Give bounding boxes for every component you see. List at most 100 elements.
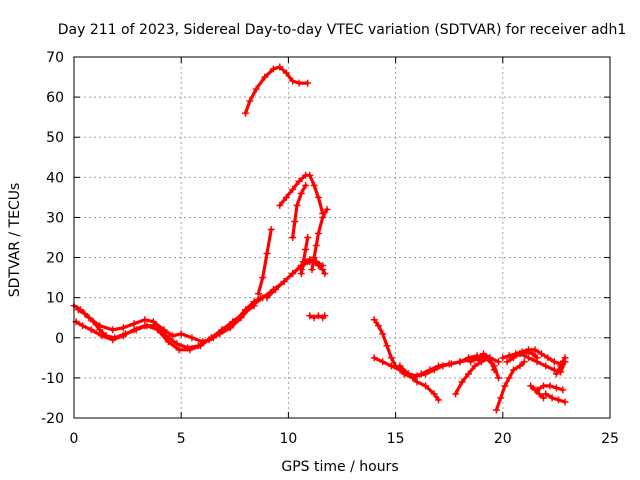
data-point bbox=[304, 234, 312, 241]
data-point bbox=[310, 181, 318, 189]
data-point bbox=[295, 79, 303, 87]
data-point bbox=[229, 318, 237, 326]
data-point bbox=[510, 366, 517, 374]
data-point bbox=[314, 193, 322, 201]
data-point bbox=[492, 406, 500, 414]
data-point bbox=[387, 354, 395, 362]
data-point bbox=[321, 312, 329, 320]
data-point bbox=[289, 270, 297, 278]
data-point bbox=[546, 382, 554, 390]
data-point bbox=[486, 354, 494, 362]
data-point bbox=[413, 372, 421, 380]
data-point bbox=[495, 374, 502, 382]
y-tick-label: 50 bbox=[46, 130, 64, 146]
data-point bbox=[259, 274, 267, 282]
data-point bbox=[289, 234, 297, 241]
data-point bbox=[529, 350, 537, 358]
data-point bbox=[505, 352, 513, 360]
data-point bbox=[531, 346, 539, 354]
series-arc-g bbox=[289, 181, 310, 241]
data-point bbox=[89, 318, 97, 326]
data-point bbox=[154, 326, 162, 334]
y-tick-label: 20 bbox=[46, 251, 64, 267]
data-point bbox=[550, 366, 558, 374]
data-point bbox=[422, 382, 430, 390]
data-point bbox=[263, 294, 271, 302]
data-point bbox=[435, 396, 442, 404]
data-point bbox=[533, 386, 541, 394]
data-point bbox=[130, 320, 138, 328]
series-arc-q bbox=[467, 350, 498, 374]
data-point bbox=[319, 262, 327, 270]
data-point bbox=[387, 362, 395, 370]
series-arc-l bbox=[306, 312, 329, 322]
data-point bbox=[207, 334, 215, 342]
x-tick-label: 25 bbox=[601, 431, 619, 447]
data-point bbox=[289, 185, 297, 193]
data-point bbox=[267, 226, 275, 233]
data-point bbox=[79, 322, 87, 330]
data-point bbox=[188, 334, 196, 342]
data-point bbox=[533, 358, 541, 366]
data-point bbox=[495, 358, 502, 366]
series-arc-o bbox=[396, 362, 442, 404]
data-point bbox=[490, 366, 498, 374]
x-axis-label: GPS time / hours bbox=[281, 459, 398, 475]
chart-title: Day 211 of 2023, Sidereal Day-to-day VTE… bbox=[58, 22, 626, 38]
data-point bbox=[323, 205, 331, 213]
data-point bbox=[503, 358, 511, 366]
data-point bbox=[561, 398, 569, 406]
data-point bbox=[552, 384, 560, 392]
data-point bbox=[525, 354, 532, 362]
data-point bbox=[405, 370, 412, 378]
series-trace bbox=[243, 65, 310, 115]
data-point bbox=[122, 330, 129, 338]
data-point bbox=[169, 332, 177, 340]
series-arc-x bbox=[516, 350, 569, 376]
data-point bbox=[465, 370, 472, 378]
data-point bbox=[269, 65, 277, 73]
data-point bbox=[276, 201, 284, 209]
data-point bbox=[312, 258, 320, 266]
data-point bbox=[477, 358, 485, 366]
data-point bbox=[527, 382, 535, 390]
data-point bbox=[149, 318, 157, 326]
data-point bbox=[370, 316, 378, 324]
plot-frame bbox=[73, 56, 611, 419]
y-tick-label: 60 bbox=[46, 90, 64, 106]
x-tick-label: 15 bbox=[387, 431, 405, 447]
data-point bbox=[540, 394, 547, 402]
series-arc-k bbox=[263, 258, 327, 302]
data-point bbox=[439, 362, 447, 370]
data-point bbox=[542, 362, 550, 370]
data-point bbox=[321, 270, 329, 278]
data-point bbox=[272, 286, 279, 294]
data-point bbox=[516, 362, 524, 370]
series-arc-y bbox=[552, 354, 569, 378]
data-point bbox=[542, 390, 550, 398]
data-point bbox=[516, 350, 524, 358]
data-point bbox=[452, 390, 460, 398]
data-point bbox=[141, 316, 149, 324]
data-point bbox=[467, 358, 475, 366]
data-point bbox=[173, 340, 181, 348]
data-point bbox=[422, 370, 430, 378]
data-point bbox=[254, 290, 262, 298]
series-trace bbox=[256, 227, 273, 296]
data-point bbox=[314, 312, 322, 320]
data-point bbox=[81, 310, 89, 318]
data-point bbox=[87, 326, 95, 334]
data-point bbox=[306, 171, 314, 179]
x-tick-label: 5 bbox=[177, 431, 186, 447]
data-point bbox=[102, 332, 110, 340]
data-point bbox=[143, 322, 151, 330]
data-point bbox=[396, 362, 404, 370]
series-trace bbox=[398, 364, 441, 402]
data-point bbox=[242, 109, 249, 117]
data-point bbox=[304, 258, 312, 266]
data-point bbox=[132, 326, 140, 334]
data-point bbox=[197, 342, 204, 350]
data-point bbox=[370, 354, 378, 362]
data-point bbox=[96, 326, 104, 334]
